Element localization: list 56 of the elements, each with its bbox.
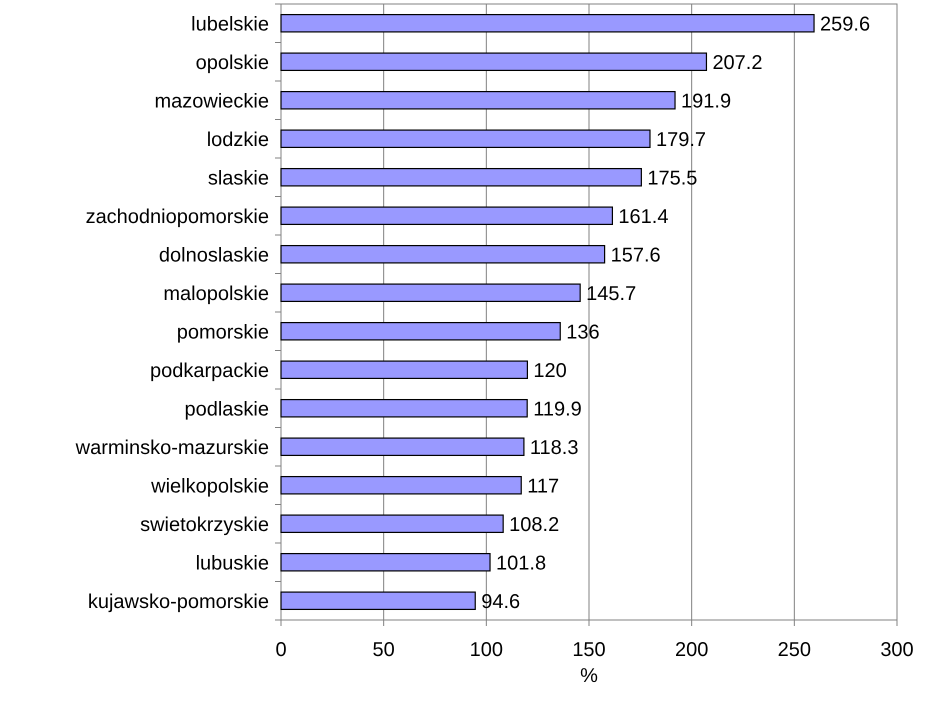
y-tick-label: warminsko-mazurskie	[74, 436, 269, 459]
y-tick-label: pomorskie	[176, 321, 269, 344]
bar	[280, 206, 614, 226]
data-label: 161.4	[618, 206, 668, 228]
y-tick-label: kujawsko-pomorskie	[88, 590, 269, 613]
data-label: 191.9	[681, 90, 732, 112]
bar	[280, 168, 642, 187]
x-axis-title: %	[580, 665, 598, 687]
bar	[280, 244, 606, 264]
y-tick-label: mazowieckie	[154, 90, 269, 112]
data-label: 259.6	[820, 13, 870, 36]
x-tick-label: 50	[372, 639, 395, 661]
bar	[280, 552, 491, 572]
data-label: 145.7	[586, 282, 636, 305]
bar	[280, 476, 522, 495]
bar	[280, 437, 525, 456]
data-label: 119.9	[533, 398, 582, 420]
x-tick-label: 0	[275, 639, 287, 661]
y-tick-label: swietokrzyskie	[140, 514, 269, 536]
y-tick-label: podlaskie	[184, 398, 269, 420]
x-tick-label: 100	[470, 639, 504, 661]
data-label: 136	[566, 321, 600, 344]
data-label: 118.3	[530, 436, 578, 459]
data-label: 175.5	[647, 167, 698, 190]
x-tick-label: 200	[674, 639, 708, 661]
data-label: 207.2	[712, 52, 763, 74]
y-tick-label: dolnoslaskie	[158, 244, 269, 266]
data-label: 117	[527, 475, 560, 498]
x-tick-label: 250	[778, 639, 812, 661]
y-tick-label: lubuskie	[196, 552, 269, 574]
y-tick-label: lubelskie	[191, 13, 269, 36]
bar	[280, 398, 528, 418]
bar	[280, 283, 581, 302]
y-tick-label: zachodniopomorskie	[86, 206, 269, 228]
bar	[280, 52, 708, 72]
y-tick-label: slaskie	[208, 167, 269, 190]
y-tick-label: malopolskie	[163, 282, 269, 305]
data-label: 94.6	[481, 590, 520, 613]
data-label: 120	[533, 360, 567, 382]
data-label: 179.7	[656, 128, 706, 151]
bar	[280, 591, 476, 610]
y-tick-label: lodzkie	[206, 128, 269, 151]
bar	[280, 360, 528, 380]
bar	[280, 14, 815, 33]
x-tick-label: 300	[880, 639, 914, 661]
data-label: 157.6	[610, 244, 661, 266]
bar	[280, 90, 676, 110]
bar	[280, 129, 651, 148]
y-tick-label: podkarpackie	[150, 360, 269, 382]
x-tick-label: 150	[572, 639, 606, 661]
bar	[280, 322, 561, 341]
data-label: 108.2	[509, 514, 560, 536]
bar	[280, 514, 504, 534]
y-tick-label: wielkopolskie	[150, 475, 269, 498]
y-tick-label: opolskie	[196, 52, 269, 74]
data-label: 101.8	[496, 552, 546, 574]
